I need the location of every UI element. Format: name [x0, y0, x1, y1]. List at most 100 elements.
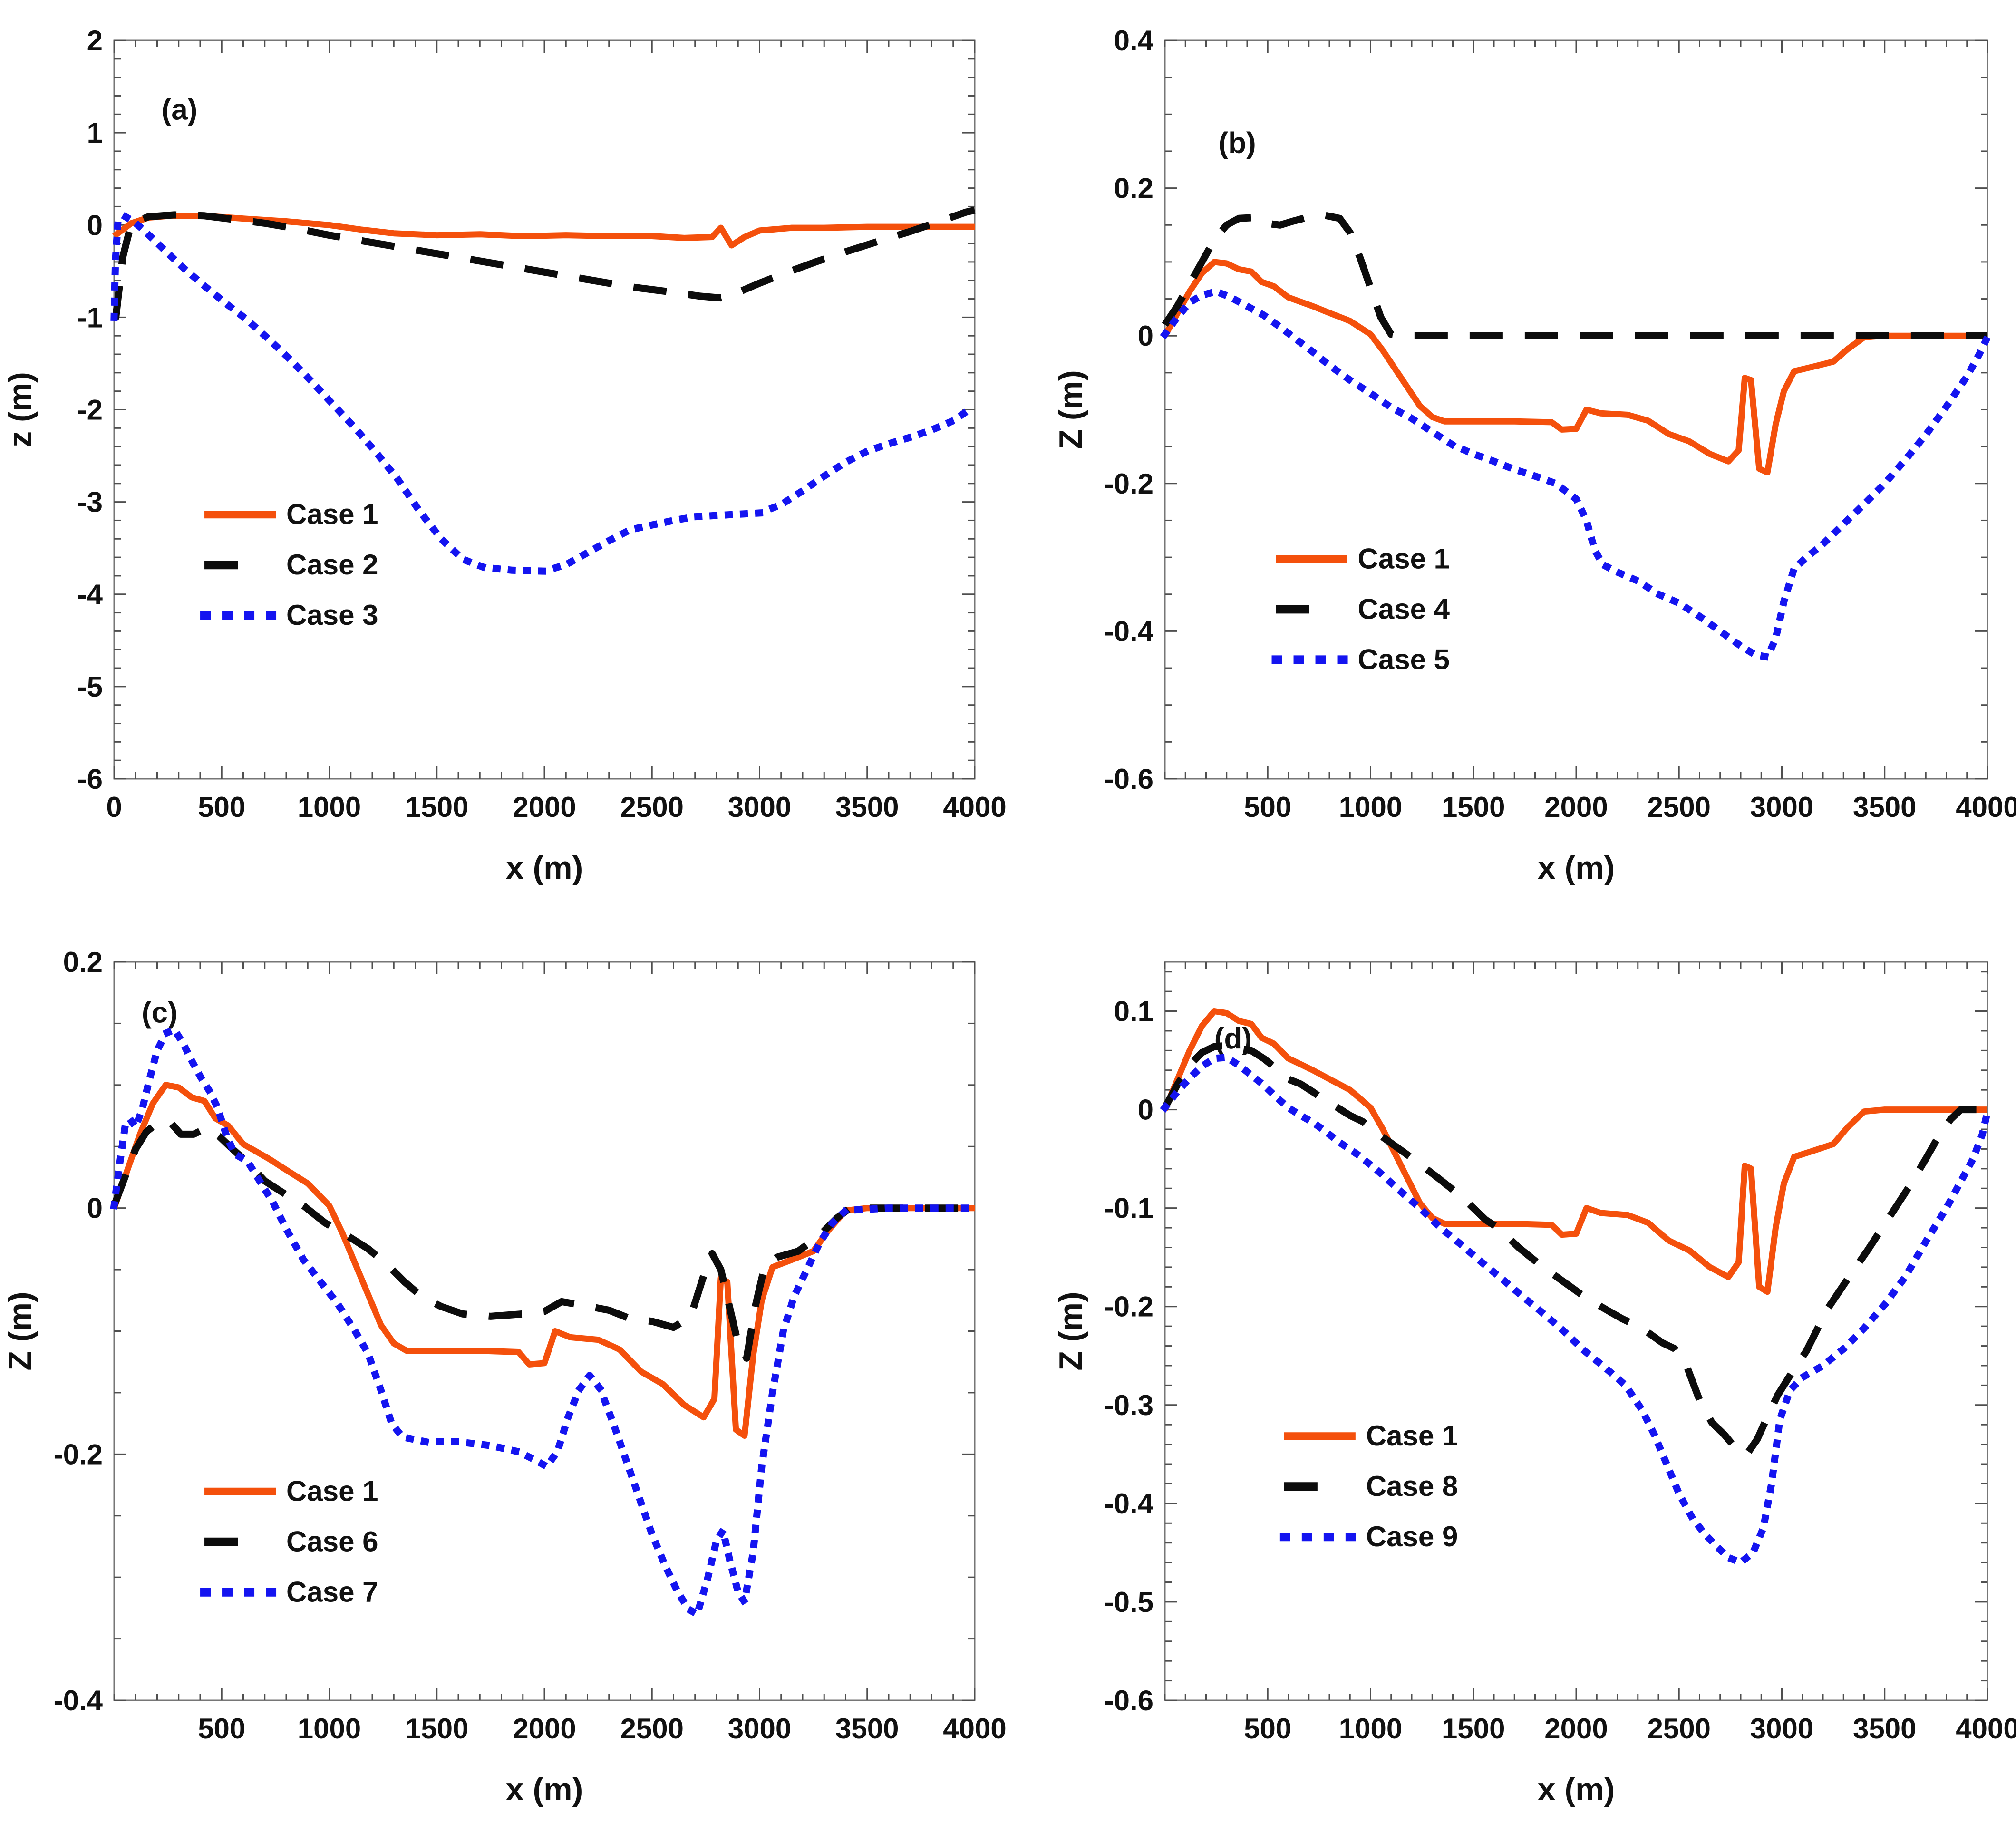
x-tick-label: 1500 — [405, 1713, 468, 1745]
legend-label: Case 7 — [286, 1576, 378, 1608]
x-tick-label: 4000 — [943, 1713, 1006, 1745]
y-tick-label: -0.5 — [1105, 1586, 1153, 1618]
x-tick-label: 3500 — [835, 1713, 899, 1745]
y-tick-label: -0.3 — [1105, 1389, 1153, 1421]
legend: Case 1 Case 2 Case 3 — [200, 498, 378, 631]
legend: Case 1 Case 8 Case 9 — [1279, 1420, 1458, 1552]
legend-label: Case 1 — [1358, 543, 1450, 574]
y-tick-label: 0 — [87, 209, 103, 241]
y-tick-label: -0.1 — [1105, 1193, 1153, 1224]
series-line-case-9 — [1160, 1054, 1992, 1566]
x-tick-label: 2500 — [1648, 791, 1711, 823]
x-axis-label: x (m) — [506, 850, 583, 886]
x-tick-label: 1500 — [405, 791, 468, 823]
y-tick-label: 0 — [87, 1193, 103, 1224]
series-line-case-6 — [110, 1118, 975, 1362]
series-line-case-1 — [111, 1082, 975, 1439]
y-tick-label: -1 — [78, 301, 103, 333]
panel-letter: (b) — [1218, 126, 1256, 159]
x-tick-label: 1000 — [298, 1713, 361, 1745]
x-tick-label: 500 — [198, 1713, 245, 1745]
panel-letter: (a) — [162, 93, 198, 126]
x-tick-label: 1500 — [1442, 791, 1505, 823]
legend: Case 1 Case 4 Case 5 — [1271, 543, 1450, 675]
legend-label: Case 8 — [1366, 1470, 1458, 1502]
panel-a-chart: 0 500 1000 1500 2000 2500 3000 3500 4000 2 1 0 -1 -2 -… — [0, 0, 1008, 922]
x-tick-label: 3000 — [1750, 791, 1813, 823]
x-tick-label: 2500 — [620, 791, 684, 823]
x-tick-label: 2000 — [1544, 791, 1608, 823]
x-tick-label: 3000 — [728, 1713, 791, 1745]
series-line-case-5 — [1160, 288, 1993, 661]
x-tick-label: 4000 — [1956, 791, 2016, 823]
legend: Case 1 Case 6 Case 7 — [200, 1475, 378, 1608]
series-line-case-1 — [1162, 1008, 1987, 1295]
x-tick-label: 1000 — [298, 791, 361, 823]
plot-border — [113, 39, 976, 780]
panel-b-chart: 500 1000 1500 2000 2500 3000 3500 4000 0.4 0.2 0 -0… — [1008, 0, 2016, 922]
axes-group — [1164, 39, 1988, 780]
x-tick-label: 1000 — [1339, 1713, 1402, 1745]
y-tick-label: 2 — [87, 25, 103, 57]
y-tick-label: 1 — [87, 117, 103, 149]
x-tick-label: 3000 — [728, 791, 791, 823]
panel-d-chart: 500 1000 1500 2000 2500 3000 3500 4000 0.1 0 -0.1 -… — [1008, 922, 2016, 1843]
y-axis-label: Z (m) — [2, 1291, 38, 1370]
x-tick-label: 3500 — [835, 791, 899, 823]
legend-label: Case 1 — [1366, 1420, 1458, 1452]
x-tick-label: 2500 — [620, 1713, 684, 1745]
x-tick-label: 500 — [1244, 1713, 1291, 1745]
y-axis-label: Z (m) — [1053, 1291, 1089, 1370]
legend-label: Case 1 — [286, 498, 378, 530]
x-tick-label: 3000 — [1750, 1713, 1813, 1745]
x-tick-label: 500 — [198, 791, 245, 823]
series-line-case-1 — [1162, 259, 1987, 475]
x-tick-label: 4000 — [1956, 1713, 2016, 1745]
legend-label: Case 2 — [286, 549, 378, 581]
series-line-case-3 — [110, 212, 980, 575]
legend-label: Case 9 — [1366, 1521, 1458, 1552]
series-line-case-1 — [112, 213, 975, 249]
y-tick-label: 0 — [1138, 1094, 1153, 1126]
series-line-case-7 — [110, 1026, 979, 1618]
y-tick-label: 0.4 — [1114, 25, 1154, 57]
series-line-case-4 — [1162, 212, 1987, 340]
x-tick-label: 1000 — [1339, 791, 1402, 823]
y-tick-label: -2 — [78, 394, 103, 426]
panel-c-chart: 500 1000 1500 2000 2500 3000 3500 4000 0.2 0 -0.2 -… — [0, 922, 1008, 1843]
y-tick-label: 0 — [1138, 320, 1153, 352]
y-tick-label: -3 — [78, 486, 103, 518]
x-tick-label: 1500 — [1442, 1713, 1505, 1745]
axes-group — [113, 961, 976, 1701]
x-tick-label: 2000 — [513, 1713, 576, 1745]
y-tick-label: -0.6 — [1105, 763, 1153, 795]
y-axis-label: Z (m) — [1053, 370, 1089, 449]
y-tick-label: 0.2 — [63, 946, 103, 978]
plot-border — [1164, 39, 1988, 780]
y-tick-label: -0.4 — [54, 1685, 103, 1717]
legend-label: Case 1 — [286, 1475, 378, 1507]
x-tick-label: 0 — [106, 791, 122, 823]
y-tick-label: -0.6 — [1105, 1685, 1153, 1717]
x-tick-label: 2000 — [1544, 1713, 1608, 1745]
x-tick-label: 3500 — [1853, 1713, 1916, 1745]
legend-label: Case 4 — [1358, 593, 1450, 625]
y-tick-label: 0.1 — [1114, 996, 1153, 1028]
series-line-case-2 — [112, 206, 976, 321]
y-axis-label: z (m) — [2, 372, 38, 447]
panel-letter: (c) — [142, 997, 178, 1029]
y-tick-label: -4 — [78, 579, 103, 611]
plot-border — [113, 961, 976, 1701]
x-tick-label: 3500 — [1853, 791, 1916, 823]
y-tick-label: 0.2 — [1114, 173, 1153, 204]
axes-group — [1164, 962, 1988, 1701]
legend-label: Case 6 — [286, 1526, 378, 1558]
x-axis-label: x (m) — [506, 1771, 583, 1807]
y-tick-label: -0.2 — [1105, 1291, 1153, 1323]
x-tick-label: 500 — [1244, 791, 1291, 823]
axes-group — [113, 39, 976, 780]
y-tick-label: -0.4 — [1105, 615, 1154, 647]
x-tick-label: 4000 — [943, 791, 1006, 823]
y-tick-label: -0.2 — [1105, 468, 1153, 500]
